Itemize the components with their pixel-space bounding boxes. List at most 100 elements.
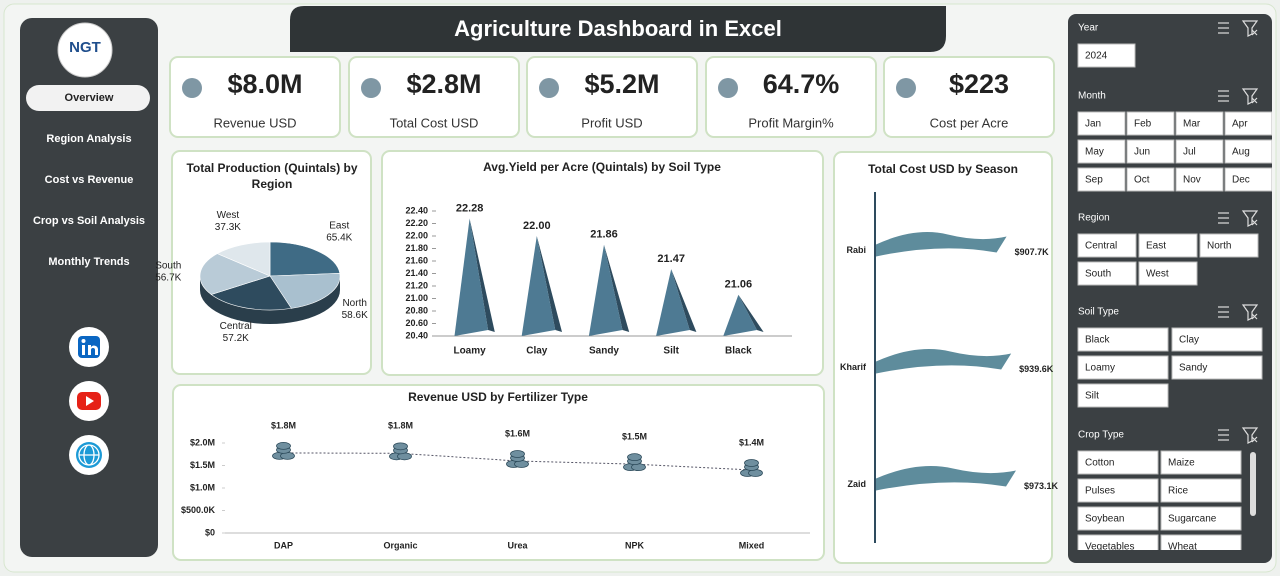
slicer-item[interactable]: Aug xyxy=(1232,147,1250,158)
icon-filter xyxy=(1241,427,1259,444)
slicer-item[interactable]: Sandy xyxy=(1179,363,1207,374)
slicer-button[interactable] xyxy=(1077,233,1137,258)
slicer-button[interactable] xyxy=(1224,139,1272,164)
slicer-button[interactable] xyxy=(1077,450,1159,475)
slicer-item[interactable]: 2024 xyxy=(1085,51,1108,62)
nav-active[interactable] xyxy=(26,85,150,111)
slicer-item[interactable]: Silt xyxy=(1085,391,1099,402)
title-box: Total Production (Quintals) by Region xyxy=(186,161,357,191)
nav-item[interactable]: Region Analysis xyxy=(46,133,131,145)
slicer-button[interactable] xyxy=(1175,167,1224,192)
slicer-item[interactable]: Cotton xyxy=(1085,458,1114,469)
slicer-button[interactable] xyxy=(1077,534,1159,558)
kpi-card xyxy=(705,56,877,138)
slicer-button[interactable] xyxy=(1126,139,1175,164)
scrollbar[interactable] xyxy=(1250,452,1256,516)
slicer-item[interactable]: Wheat xyxy=(1168,542,1197,553)
kpi-icon xyxy=(718,78,738,98)
slicer-item[interactable]: Vegetables xyxy=(1085,542,1135,553)
pie-label: Central xyxy=(220,321,252,332)
slicer-button[interactable] xyxy=(1199,233,1259,258)
kpi-icon xyxy=(539,78,559,98)
slicer-item[interactable]: Sep xyxy=(1085,175,1103,186)
slicer-item[interactable]: Sugarcane xyxy=(1168,514,1217,525)
y-tick-label: 22.00 xyxy=(405,230,428,240)
bar-shadow xyxy=(469,218,495,332)
slicer-item[interactable]: Loamy xyxy=(1085,363,1115,374)
slicer-button[interactable] xyxy=(1138,261,1198,286)
slicer-button[interactable] xyxy=(1077,167,1126,192)
kpi-label: Total Cost USD xyxy=(390,115,479,130)
slicer-item[interactable]: May xyxy=(1085,147,1104,158)
slicer-button[interactable] xyxy=(1126,167,1175,192)
value-label: $1.8M xyxy=(271,420,296,430)
slicer-button[interactable] xyxy=(1171,327,1263,352)
slicer-button[interactable] xyxy=(1171,355,1263,380)
value-label: $939.6K xyxy=(1019,364,1054,374)
youtube-icon[interactable] xyxy=(69,381,109,421)
slicer-item[interactable]: Jul xyxy=(1183,147,1196,158)
value-label: 21.86 xyxy=(590,229,618,241)
slicer-button[interactable] xyxy=(1160,478,1242,503)
slicer-button[interactable] xyxy=(1175,111,1224,136)
slicer-icons[interactable] xyxy=(1218,20,1259,37)
slicer-icons[interactable] xyxy=(1218,88,1259,105)
slicer-item[interactable]: Rice xyxy=(1168,486,1188,497)
slicer-button[interactable] xyxy=(1160,534,1242,558)
website-icon[interactable] xyxy=(69,435,109,475)
slicer-item[interactable]: Central xyxy=(1085,241,1117,252)
y-tick-label: 21.40 xyxy=(405,268,428,278)
slicer-button[interactable] xyxy=(1077,355,1169,380)
slicer-button[interactable] xyxy=(1126,111,1175,136)
nav-item[interactable]: Overview xyxy=(65,92,114,104)
slicer-item[interactable]: Dec xyxy=(1232,175,1250,186)
slicer-item[interactable]: Jun xyxy=(1134,147,1150,158)
slicer-button[interactable] xyxy=(1224,111,1272,136)
slicer-item[interactable]: Feb xyxy=(1134,119,1152,130)
slicer-button[interactable] xyxy=(1077,383,1169,408)
slicer-item[interactable]: West xyxy=(1146,269,1169,280)
slicer-button[interactable] xyxy=(1224,167,1272,192)
slicer-icons[interactable] xyxy=(1218,304,1259,321)
slicer-item[interactable]: Mar xyxy=(1183,119,1201,130)
slicer-icons[interactable] xyxy=(1218,210,1259,227)
slicer-item[interactable]: Clay xyxy=(1179,335,1199,346)
pie-value: 65.4K xyxy=(326,233,352,244)
slicer-icons[interactable] xyxy=(1218,427,1259,444)
slicer-button[interactable] xyxy=(1077,139,1126,164)
bar xyxy=(723,294,757,336)
slicer-item[interactable]: Jan xyxy=(1085,119,1101,130)
nav-item[interactable]: Cost vs Revenue xyxy=(45,174,134,186)
slicer-item[interactable]: Maize xyxy=(1168,458,1195,469)
slicer-item[interactable]: Oct xyxy=(1134,175,1150,186)
slicer-button[interactable] xyxy=(1077,43,1136,68)
linkedin-icon[interactable] xyxy=(69,327,109,367)
slicer-item[interactable]: Pulses xyxy=(1085,486,1115,497)
slicer-item[interactable]: South xyxy=(1085,269,1111,280)
slicer-button[interactable] xyxy=(1160,450,1242,475)
y-tick-label: 21.60 xyxy=(405,255,428,265)
slicer-item[interactable]: Black xyxy=(1085,335,1110,346)
slicer-item[interactable]: Apr xyxy=(1232,119,1248,130)
slicer-item[interactable]: Soybean xyxy=(1085,514,1124,525)
slicer-button[interactable] xyxy=(1175,139,1224,164)
kpi-icon xyxy=(182,78,202,98)
slicer-item[interactable]: East xyxy=(1146,241,1166,252)
slicer-button[interactable] xyxy=(1160,506,1242,531)
slicer-button[interactable] xyxy=(1077,261,1137,286)
slicer-button[interactable] xyxy=(1077,111,1126,136)
x-tick-label: Organic xyxy=(383,540,417,550)
slicer-item[interactable]: North xyxy=(1207,241,1231,252)
nav-item[interactable]: Monthly Trends xyxy=(48,256,129,268)
nav-item[interactable]: Crop vs Soil Analysis xyxy=(33,215,145,227)
slicer-item[interactable]: Nov xyxy=(1183,175,1201,186)
pie-slice xyxy=(199,253,271,295)
value-label: $1.4M xyxy=(739,437,764,447)
y-tick-label: 22.40 xyxy=(405,205,428,215)
slicer-button[interactable] xyxy=(1077,478,1159,503)
slicer-button[interactable] xyxy=(1077,327,1169,352)
slicer-button[interactable] xyxy=(1077,506,1159,531)
slicer-button[interactable] xyxy=(1138,233,1198,258)
pie-value: 58.6K xyxy=(342,310,368,321)
bar-shadow xyxy=(604,244,630,332)
